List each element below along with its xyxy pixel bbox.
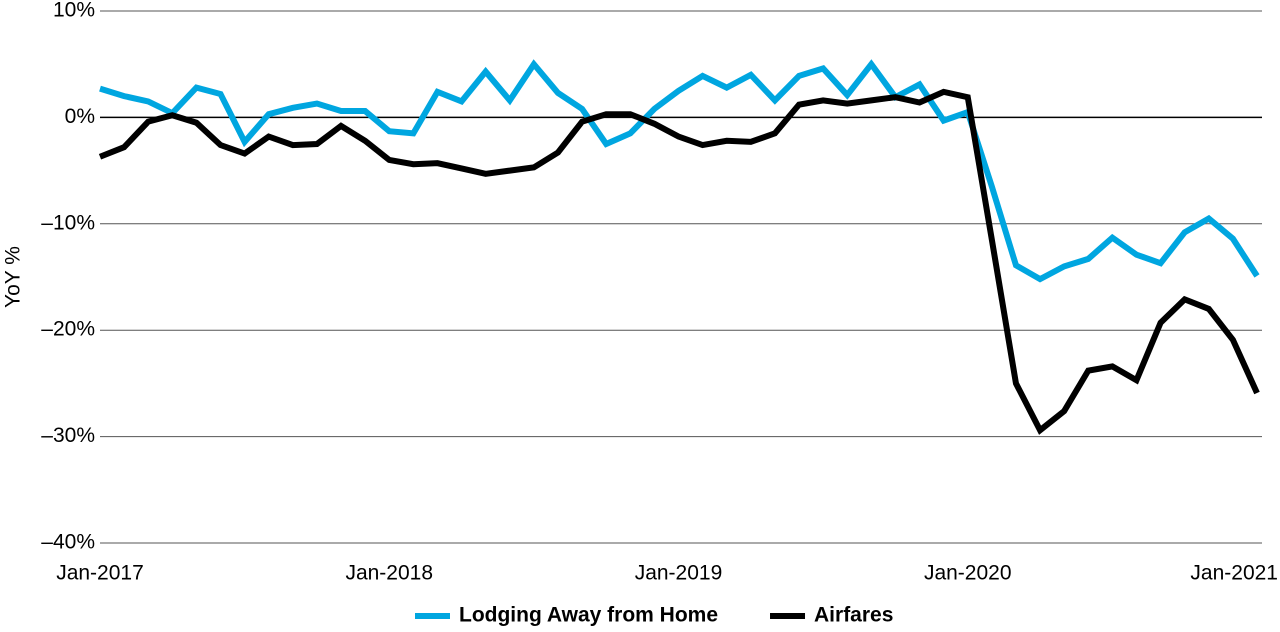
y-tick-label: 10%	[53, 0, 95, 22]
x-tick-label: Jan-2021	[1190, 562, 1278, 585]
x-tick-label: Jan-2019	[635, 562, 723, 585]
y-tick-label: –30%	[41, 424, 95, 447]
series-line	[98, 88, 1260, 435]
series-line	[99, 59, 1260, 283]
x-tick-label: Jan-2020	[924, 562, 1012, 585]
y-tick-label: 0%	[65, 105, 95, 128]
x-tick-label: Jan-2018	[345, 562, 433, 585]
legend-label: Airfares	[814, 604, 893, 627]
y-tick-label: –20%	[41, 318, 95, 341]
x-tick-label: Jan-2017	[56, 562, 144, 585]
y-tick-label: –40%	[41, 531, 95, 554]
legend-label: Lodging Away from Home	[459, 604, 718, 627]
y-tick-label: –10%	[41, 211, 95, 234]
y-axis-label: YoY %	[2, 246, 25, 308]
